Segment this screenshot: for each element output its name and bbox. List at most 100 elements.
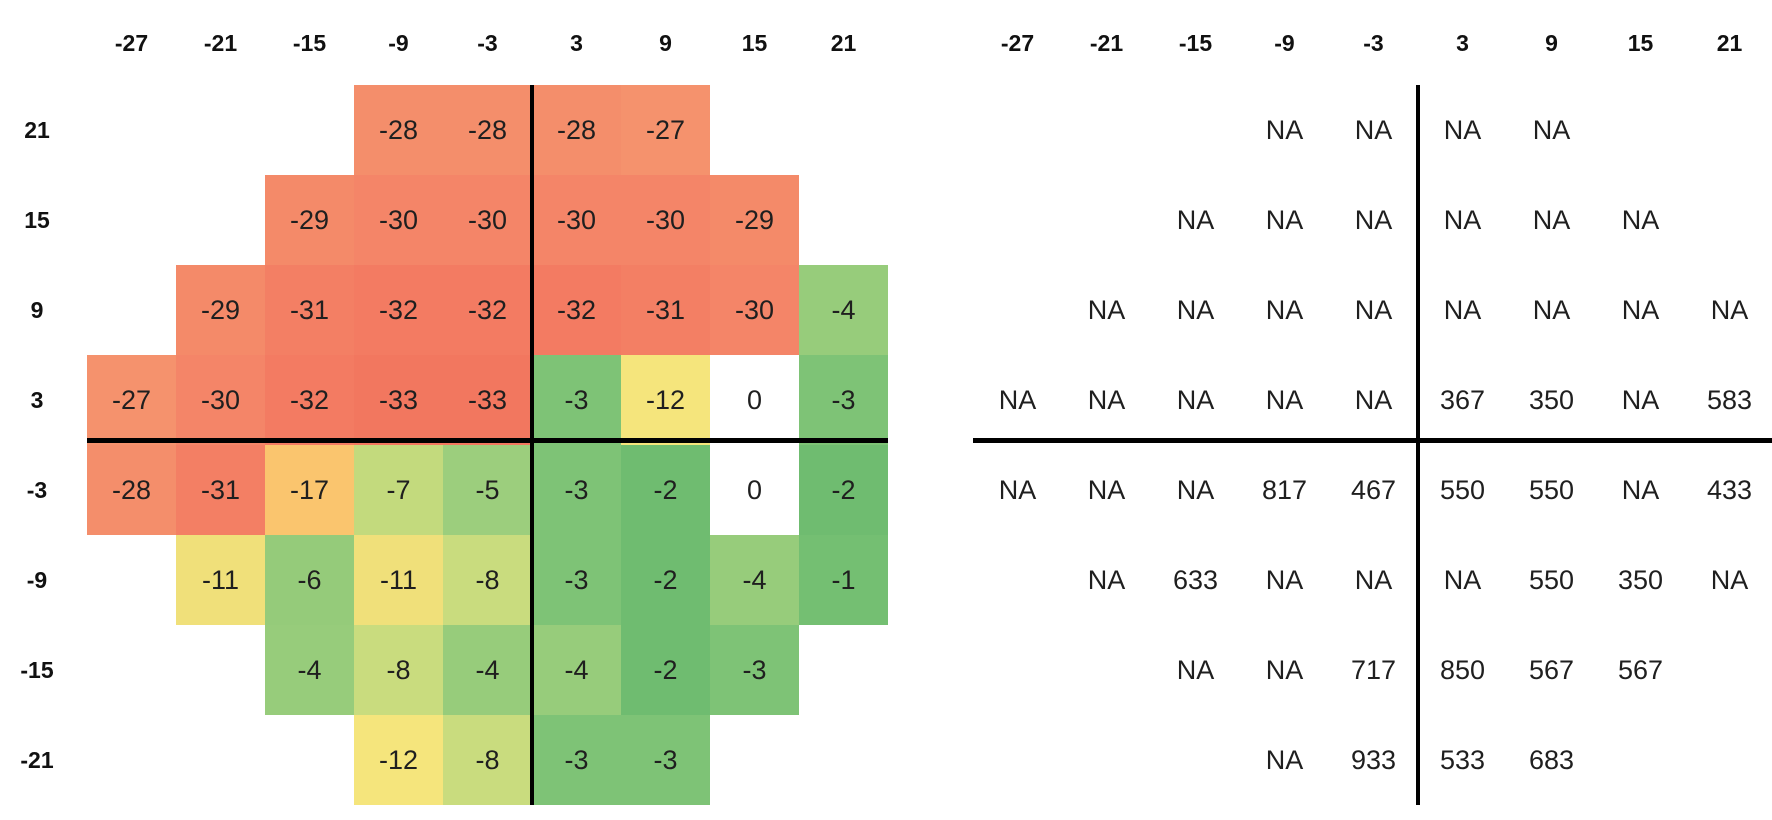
heatmap-cell [87, 715, 176, 805]
table-cell [1151, 715, 1240, 805]
heatmap-cell [265, 715, 354, 805]
heatmap-cell [710, 715, 799, 805]
heatmap-cell: -3 [532, 535, 621, 625]
heatmap-cell: -12 [621, 355, 710, 445]
x-tick-label: -21 [1089, 29, 1124, 56]
heatmap-cell: -29 [176, 265, 265, 355]
heatmap-cell [87, 625, 176, 715]
table-cell [1685, 715, 1772, 805]
table-cell: NA [1087, 384, 1126, 415]
x-tick-label: 21 [1716, 29, 1743, 56]
heatmap-cell: -28 [443, 85, 532, 175]
table-cell: 850 [1439, 654, 1486, 685]
heatmap-cell [87, 265, 176, 355]
heatmap-cell: -31 [176, 445, 265, 535]
heatmap-cell: -30 [532, 175, 621, 265]
left-vertical-axis-line [530, 85, 534, 805]
heatmap-cell: -30 [710, 265, 799, 355]
table-cell: 933 [1350, 744, 1397, 775]
x-tick-label: -3 [477, 29, 498, 56]
heatmap-cell [799, 625, 888, 715]
table-cell: 533 [1439, 744, 1486, 775]
table-cell: NA [1621, 384, 1660, 415]
table-cell: NA [1265, 744, 1304, 775]
heatmap-cell: -4 [532, 625, 621, 715]
table-cell: NA [1265, 294, 1304, 325]
x-tick-label: 3 [1456, 29, 1469, 56]
table-cell [1062, 625, 1151, 715]
heatmap-cell: -7 [354, 445, 443, 535]
table-cell: NA [1354, 564, 1393, 595]
table-cell: NA [1176, 204, 1215, 235]
y-tick-label: -21 [20, 746, 54, 773]
heatmap-cell: -30 [443, 175, 532, 265]
x-tick-label: -9 [1274, 29, 1295, 56]
heatmap-cell: -11 [176, 535, 265, 625]
table-cell: NA [1443, 114, 1482, 145]
x-tick-label: -15 [1178, 29, 1213, 56]
heatmap-cell [799, 85, 888, 175]
table-cell: NA [1176, 654, 1215, 685]
table-cell: NA [1087, 474, 1126, 505]
table-cell: NA [1176, 294, 1215, 325]
table-cell: NA [1176, 384, 1215, 415]
heatmap-cell: -31 [265, 265, 354, 355]
heatmap-cell: -1 [799, 535, 888, 625]
heatmap-cell: -2 [621, 445, 710, 535]
table-cell [1062, 85, 1151, 175]
table-cell [973, 265, 1062, 355]
table-cell: NA [1087, 294, 1126, 325]
heatmap-cell: -32 [532, 265, 621, 355]
heatmap-cell: -32 [265, 355, 354, 445]
heatmap-cell: -3 [799, 355, 888, 445]
table-cell [973, 625, 1062, 715]
heatmap-cell: -30 [176, 355, 265, 445]
table-cell [973, 535, 1062, 625]
heatmap-cell [799, 715, 888, 805]
heatmap-cell: -3 [532, 355, 621, 445]
heatmap-cell: -28 [354, 85, 443, 175]
x-tick-label: 15 [741, 29, 768, 56]
heatmap-cell [87, 535, 176, 625]
table-cell: NA [1621, 294, 1660, 325]
table-cell: NA [1354, 384, 1393, 415]
x-tick-label: 9 [1545, 29, 1558, 56]
table-cell: NA [1443, 564, 1482, 595]
heatmap-cell: -17 [265, 445, 354, 535]
heatmap-cell [87, 175, 176, 265]
table-cell: 683 [1528, 744, 1575, 775]
table-cell: NA [1354, 294, 1393, 325]
x-tick-label: -21 [203, 29, 238, 56]
table-cell: NA [1621, 474, 1660, 505]
table-cell: NA [1265, 204, 1304, 235]
y-tick-label: 9 [30, 296, 44, 323]
table-cell: NA [1710, 294, 1749, 325]
table-cell: 350 [1617, 564, 1664, 595]
heatmap-cell: -5 [443, 445, 532, 535]
y-tick-label: 3 [30, 386, 44, 413]
heatmap-cell [265, 85, 354, 175]
heatmap-cell: -27 [87, 355, 176, 445]
heatmap-cell: -3 [621, 715, 710, 805]
heatmap-cell: -8 [354, 625, 443, 715]
heatmap-cell: -2 [621, 625, 710, 715]
table-cell [973, 85, 1062, 175]
table-cell: 550 [1528, 474, 1575, 505]
table-cell: 467 [1350, 474, 1397, 505]
y-tick-label: 15 [24, 206, 50, 233]
table-cell: NA [1710, 564, 1749, 595]
y-tick-label: 21 [24, 116, 50, 143]
table-cell: 633 [1172, 564, 1219, 595]
heatmap-cell [176, 175, 265, 265]
heatmap-cell [176, 85, 265, 175]
x-tick-label: 21 [830, 29, 857, 56]
heatmap-cell: -4 [265, 625, 354, 715]
table-cell: 817 [1261, 474, 1308, 505]
x-tick-label: 9 [659, 29, 672, 56]
table-cell: 350 [1528, 384, 1575, 415]
table-cell [973, 175, 1062, 265]
heatmap-cell: -2 [799, 445, 888, 535]
table-cell: NA [1265, 114, 1304, 145]
heatmap-cell: -27 [621, 85, 710, 175]
heatmap-cell: -28 [87, 445, 176, 535]
